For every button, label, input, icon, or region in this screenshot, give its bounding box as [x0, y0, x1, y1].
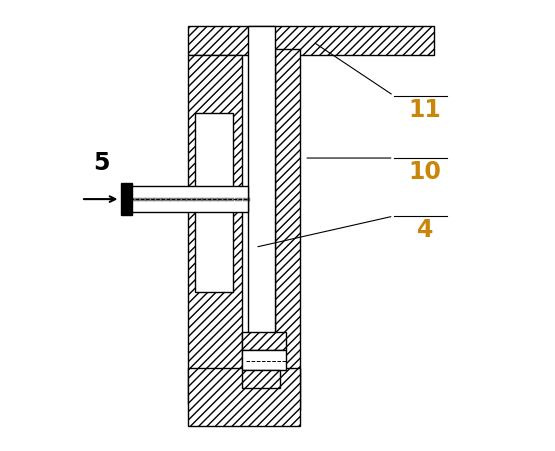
Bar	[121, 184, 133, 216]
Bar	[130, 186, 249, 213]
Bar	[188, 56, 242, 404]
Bar	[195, 114, 233, 292]
Text: 4: 4	[417, 218, 433, 242]
Bar	[275, 50, 300, 410]
Text: 10: 10	[408, 160, 441, 184]
Bar	[188, 27, 434, 56]
Bar	[242, 350, 286, 370]
Bar	[242, 332, 286, 350]
Text: 11: 11	[408, 98, 441, 122]
Text: 5: 5	[93, 151, 109, 175]
Bar	[249, 27, 275, 346]
Bar	[188, 368, 300, 426]
Bar	[242, 370, 280, 388]
